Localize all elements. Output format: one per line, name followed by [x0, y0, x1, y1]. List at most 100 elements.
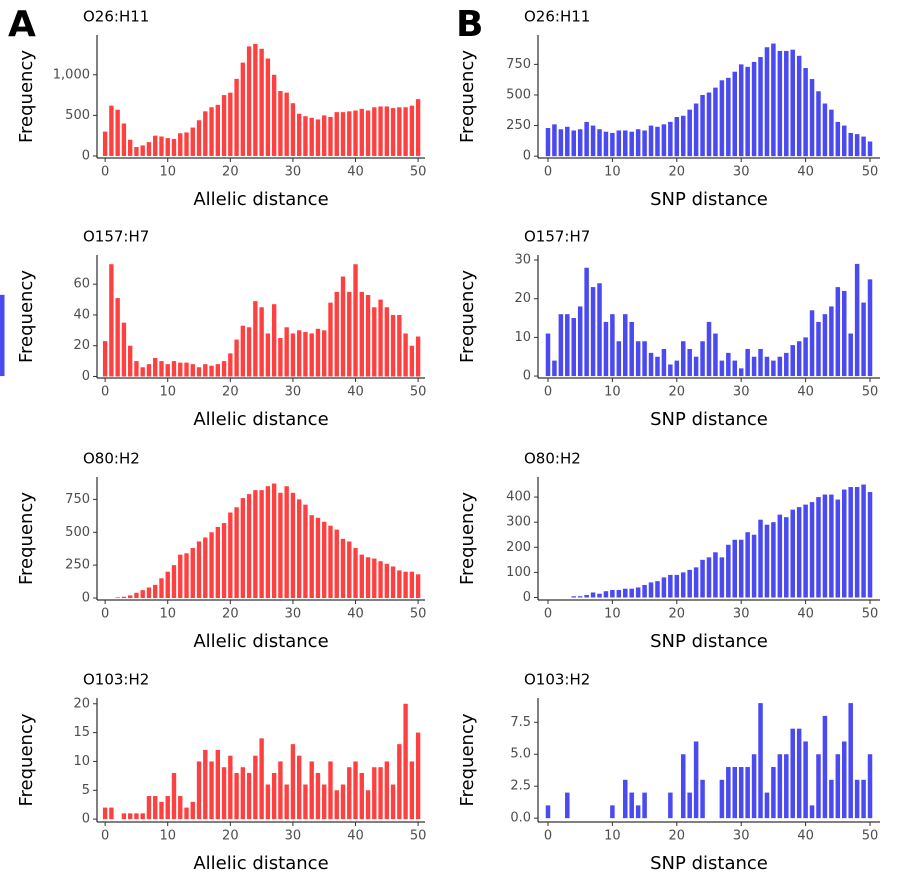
- bar: [121, 596, 127, 599]
- bar: [159, 578, 164, 599]
- bar: [284, 92, 289, 156]
- y-axis-title: Frequency: [457, 50, 478, 143]
- bar: [558, 314, 564, 377]
- bar: [415, 732, 421, 820]
- y-tick-label: 10: [514, 330, 531, 345]
- bar: [215, 104, 220, 156]
- y-tick-label: 20: [73, 696, 90, 711]
- y-tick-label: 250: [506, 118, 531, 133]
- bar: [384, 307, 390, 377]
- bar: [796, 507, 802, 598]
- bar: [842, 741, 847, 819]
- x-tick-label: 0: [544, 607, 552, 622]
- bar: [228, 92, 233, 156]
- y-tick-label: 0: [82, 369, 90, 384]
- bar: [777, 754, 783, 819]
- bar: [390, 566, 396, 599]
- bar: [115, 298, 120, 377]
- bar: [764, 524, 770, 598]
- bar: [134, 147, 139, 156]
- bar: [165, 796, 170, 820]
- x-tick-label: 50: [410, 829, 427, 844]
- bar: [713, 87, 718, 157]
- bar: [655, 126, 660, 157]
- bar: [397, 107, 402, 156]
- bar: [278, 761, 283, 820]
- bar: [848, 487, 853, 598]
- x-axis-title: SNP distance: [650, 189, 768, 210]
- bar: [803, 741, 808, 819]
- bar: [680, 754, 686, 819]
- bar: [674, 360, 680, 377]
- bar: [340, 276, 346, 377]
- bar: [397, 744, 402, 820]
- bar: [121, 123, 127, 156]
- x-tick-label: 40: [347, 165, 364, 180]
- bar: [577, 306, 583, 377]
- bar: [234, 507, 239, 599]
- bar: [629, 792, 634, 819]
- bar: [693, 103, 699, 157]
- bar: [558, 129, 564, 157]
- bar: [771, 522, 776, 598]
- bar: [552, 360, 557, 377]
- bar: [771, 43, 776, 157]
- bar: [764, 47, 770, 157]
- x-tick-label: 40: [797, 385, 814, 400]
- x-tick-label: 50: [410, 165, 427, 180]
- y-axis-title: Frequency: [16, 50, 37, 143]
- bar: [403, 571, 408, 599]
- bar: [347, 111, 352, 156]
- bar: [372, 107, 377, 156]
- bar: [861, 779, 866, 819]
- x-tick-label: 0: [544, 165, 552, 180]
- bar: [303, 116, 308, 156]
- bar: [309, 333, 314, 377]
- bar: [127, 595, 133, 599]
- plot-title: O80:H2: [83, 450, 140, 468]
- bar: [816, 497, 821, 598]
- bar: [597, 283, 602, 377]
- bar: [234, 78, 239, 156]
- bar: [629, 588, 634, 598]
- bar: [809, 805, 815, 819]
- bar: [751, 534, 757, 598]
- bar: [372, 558, 377, 599]
- bar: [134, 361, 139, 377]
- bar: [603, 321, 609, 377]
- bar: [134, 592, 139, 599]
- y-tick-label: 0: [82, 812, 90, 827]
- bar: [296, 113, 302, 156]
- bar: [372, 767, 377, 820]
- bar: [253, 755, 258, 820]
- y-tick-label: 5.0: [510, 747, 531, 762]
- x-tick-label: 20: [669, 829, 686, 844]
- bar: [265, 486, 271, 599]
- bar: [309, 761, 314, 820]
- x-tick-label: 30: [285, 607, 302, 622]
- bar: [159, 801, 164, 820]
- bar: [203, 364, 208, 377]
- bar: [610, 314, 615, 377]
- x-tick-label: 40: [347, 385, 364, 400]
- x-axis-title: SNP distance: [650, 853, 768, 874]
- bar: [842, 125, 847, 157]
- bar: [322, 521, 327, 599]
- plot-title: O103:H2: [524, 671, 590, 689]
- bar: [835, 121, 841, 157]
- bar: [190, 364, 195, 377]
- bar: [738, 767, 744, 819]
- bar: [738, 64, 744, 157]
- x-axis-title: SNP distance: [650, 409, 768, 430]
- x-tick-label: 50: [410, 607, 427, 622]
- bar: [642, 130, 647, 157]
- bar: [590, 125, 596, 157]
- bar: [284, 486, 289, 599]
- bar: [726, 544, 731, 598]
- bar: [127, 813, 133, 820]
- x-tick-label: 0: [101, 829, 109, 844]
- bar: [134, 813, 139, 820]
- bar: [403, 107, 408, 156]
- bar: [153, 584, 158, 599]
- bar: [790, 728, 795, 819]
